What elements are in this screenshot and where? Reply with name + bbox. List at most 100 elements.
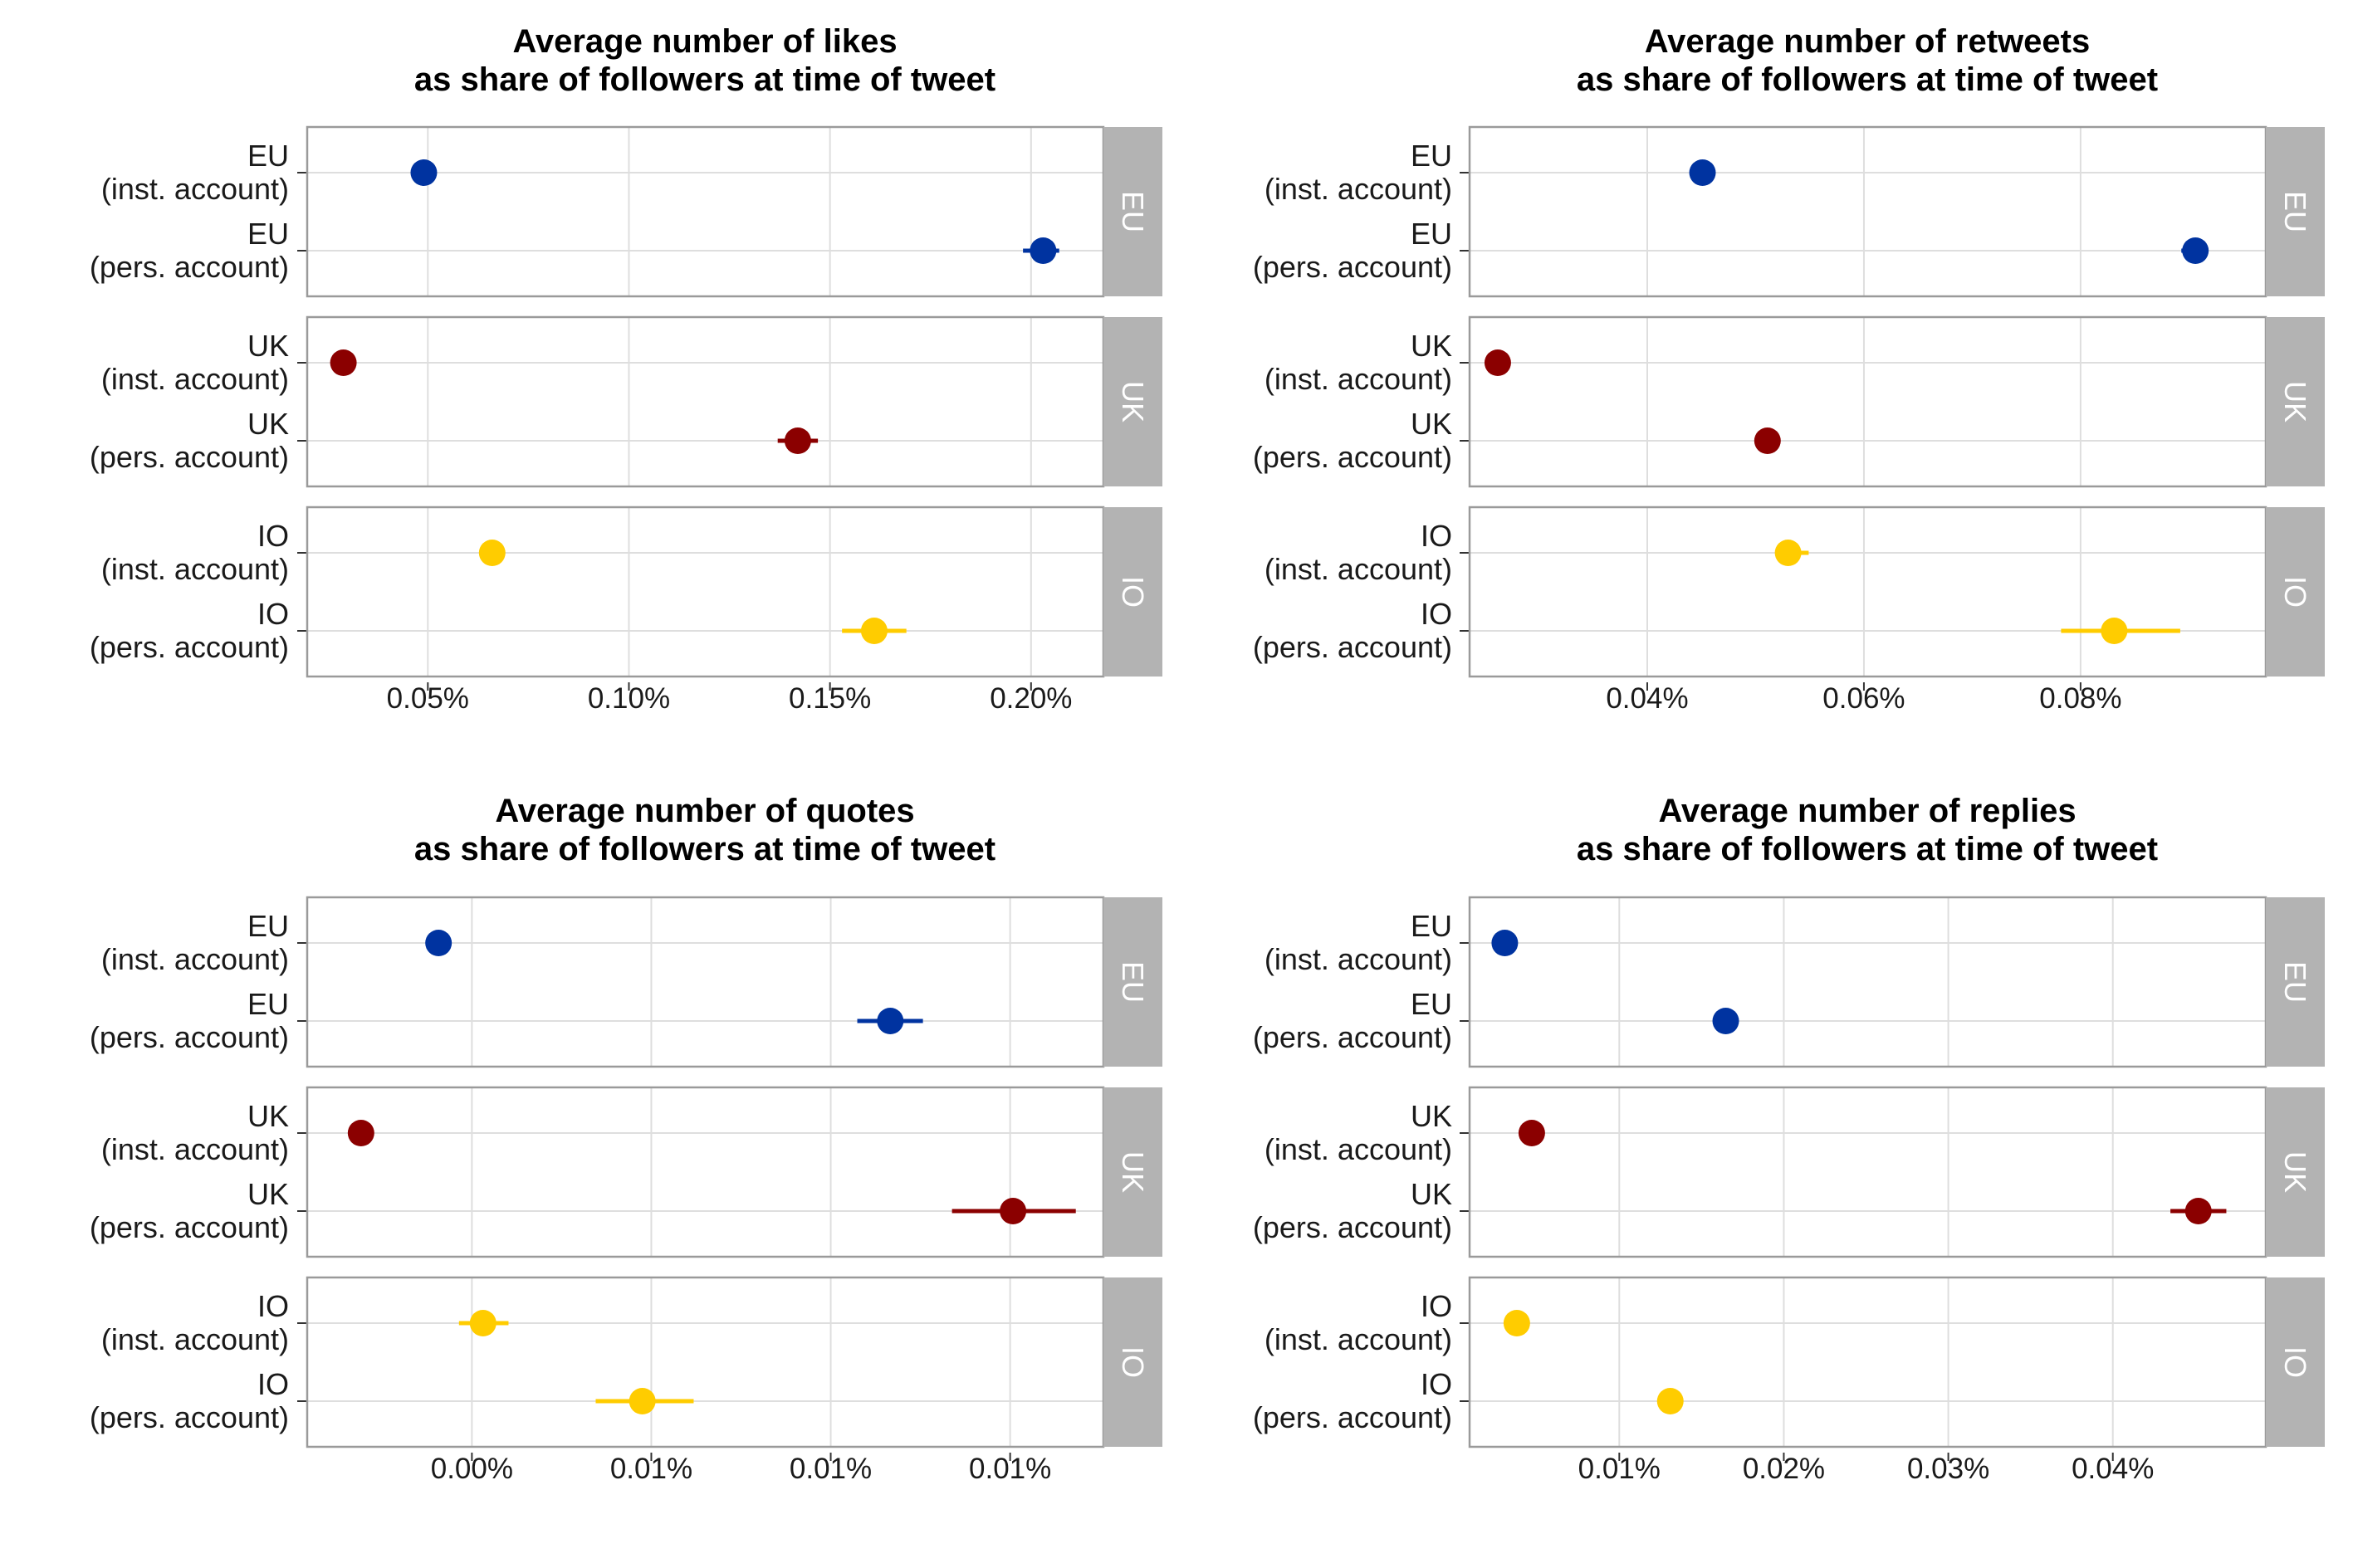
facet-strip [2266, 127, 2325, 296]
data-point [2101, 618, 2128, 644]
row-label-account: (inst. account) [101, 1322, 289, 1356]
row-label-group: UK [1411, 407, 1452, 441]
data-point [629, 1388, 656, 1414]
row-label-account: (inst. account) [1265, 1322, 1452, 1356]
row-label-group: EU [1411, 139, 1452, 173]
facet-strip-label: UK [2278, 1151, 2312, 1193]
facet-strip [2266, 317, 2325, 486]
row-label-account: (pers. account) [90, 250, 289, 284]
row-label-group: EU [1411, 909, 1452, 943]
row-label-account: (inst. account) [101, 942, 289, 976]
facet-strip-label: IO [2278, 576, 2312, 608]
facet-strip-label: IO [1116, 576, 1150, 608]
chart-subtitle: as share of followers at time of tweet [414, 831, 996, 867]
panel-background [1470, 1087, 2266, 1257]
facet-strip-label: EU [2278, 191, 2312, 232]
data-point [478, 540, 506, 566]
facet-strip [2266, 1277, 2325, 1447]
row-label-group: IO [1421, 1367, 1452, 1401]
row-label-group: IO [257, 1289, 289, 1323]
facet-strip-label: IO [1116, 1346, 1150, 1378]
row-label-group: UK [1411, 329, 1452, 363]
data-point [1656, 1388, 1684, 1414]
data-point [1000, 1198, 1027, 1224]
chart-title: Average number of likes [512, 23, 897, 60]
x-tick-label: 0.04% [1606, 682, 1688, 715]
data-point [469, 1310, 497, 1336]
data-point [1689, 159, 1716, 186]
facet-strip [1103, 317, 1162, 486]
facet-strip [2266, 507, 2325, 677]
x-tick-label: 0.20% [990, 682, 1072, 715]
facet-strip-label: EU [1116, 961, 1150, 1003]
row-label-account: (pers. account) [1253, 250, 1452, 284]
facet-strip [1103, 1277, 1162, 1447]
facet-strip [1103, 507, 1162, 677]
row-label-account: (inst. account) [101, 552, 289, 586]
data-point [860, 618, 888, 644]
row-label-account: (pers. account) [1253, 1400, 1452, 1434]
panel-background [1470, 507, 2266, 677]
facet-strip-label: IO [2278, 1346, 2312, 1378]
data-point [1484, 349, 1511, 376]
panel-background [307, 317, 1103, 486]
x-tick-label: 0.02% [1743, 1453, 1825, 1485]
row-label-group: UK [1411, 1099, 1452, 1133]
data-point [2182, 237, 2209, 264]
row-label-group: EU [1411, 217, 1452, 251]
row-label-group: IO [257, 1367, 289, 1401]
facet-strip-label: UK [1116, 381, 1150, 423]
row-label-group: UK [247, 329, 289, 363]
panel-background [307, 507, 1103, 677]
chart-subtitle: as share of followers at time of tweet [1577, 61, 2158, 98]
x-tick-label: 0.03% [1907, 1453, 1989, 1485]
x-tick-label: 0.10% [588, 682, 670, 715]
data-point [330, 349, 357, 376]
row-label-account: (pers. account) [1253, 1210, 1452, 1244]
row-label-account: (inst. account) [101, 1132, 289, 1166]
x-tick-label: 0.00% [431, 1453, 513, 1485]
data-point [1712, 1008, 1739, 1034]
row-label-group: UK [247, 1177, 289, 1211]
x-tick-label: 0.04% [2072, 1453, 2154, 1485]
panel-background [307, 127, 1103, 296]
chart-title: Average number of quotes [495, 793, 914, 829]
panel-background [307, 1087, 1103, 1257]
data-point [1754, 427, 1781, 454]
data-point [1491, 930, 1519, 956]
row-label-group: IO [257, 597, 289, 631]
x-tick-label: 0.08% [2039, 682, 2121, 715]
facet-strip [2266, 1087, 2325, 1257]
chart-title: Average number of replies [1658, 793, 2076, 829]
row-label-account: (inst. account) [1265, 1132, 1452, 1166]
row-label-account: (pers. account) [90, 1210, 289, 1244]
row-label-account: (pers. account) [90, 1020, 289, 1054]
data-point [425, 930, 452, 956]
facet-strip-label: EU [2278, 961, 2312, 1003]
row-label-group: UK [247, 1099, 289, 1133]
x-tick-label: 0.06% [1822, 682, 1905, 715]
row-label-group: UK [1411, 1177, 1452, 1211]
row-label-group: UK [247, 407, 289, 441]
data-point [2184, 1198, 2212, 1224]
row-label-account: (inst. account) [1265, 362, 1452, 396]
row-label-account: (pers. account) [90, 1400, 289, 1434]
facet-strip [2266, 897, 2325, 1067]
data-point [1774, 540, 1802, 566]
panel-background [307, 1277, 1103, 1447]
data-point [784, 427, 811, 454]
panel-background [1470, 127, 2266, 296]
row-label-group: EU [247, 217, 289, 251]
